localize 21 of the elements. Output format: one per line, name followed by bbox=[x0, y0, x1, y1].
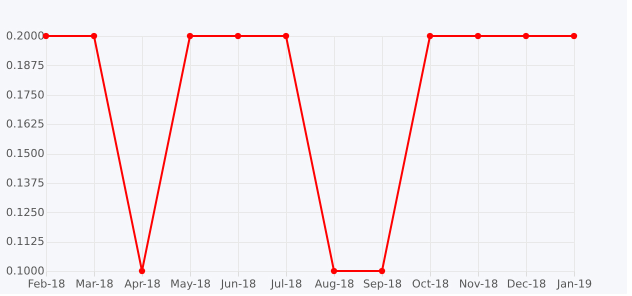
y-tick-label: 0.1375 bbox=[6, 176, 44, 190]
y-tick-label: 0.2000 bbox=[6, 30, 44, 42]
x-tick-label: Jul-18 bbox=[270, 278, 302, 290]
y-tick-label: 0.1625 bbox=[6, 118, 44, 131]
x-tick-label: Mar-18 bbox=[75, 278, 114, 290]
x-tick-label: Dec-18 bbox=[506, 278, 546, 290]
y-tick-label: 0.1500 bbox=[6, 147, 44, 160]
x-tick-label: May-18 bbox=[170, 278, 211, 290]
y-tick-label: 0.1000 bbox=[6, 264, 44, 278]
x-tick-label: Jun-18 bbox=[220, 278, 256, 290]
x-tick-label: Oct-18 bbox=[412, 278, 449, 290]
x-tick-label: Feb-18 bbox=[28, 278, 66, 290]
y-tick-label: 0.1875 bbox=[6, 58, 44, 72]
y-tick-label: 0.1750 bbox=[6, 88, 44, 102]
y-tick-label: 0.1125 bbox=[6, 235, 44, 248]
x-tick-label: Sep-18 bbox=[363, 278, 402, 290]
x-tick-label: Nov-18 bbox=[458, 278, 498, 290]
y-tick-label: 0.1250 bbox=[6, 206, 44, 219]
x-tick-label: Aug-18 bbox=[314, 278, 354, 290]
x-tick-label: Apr-18 bbox=[124, 278, 161, 290]
x-tick-label: Jan-19 bbox=[556, 278, 592, 290]
